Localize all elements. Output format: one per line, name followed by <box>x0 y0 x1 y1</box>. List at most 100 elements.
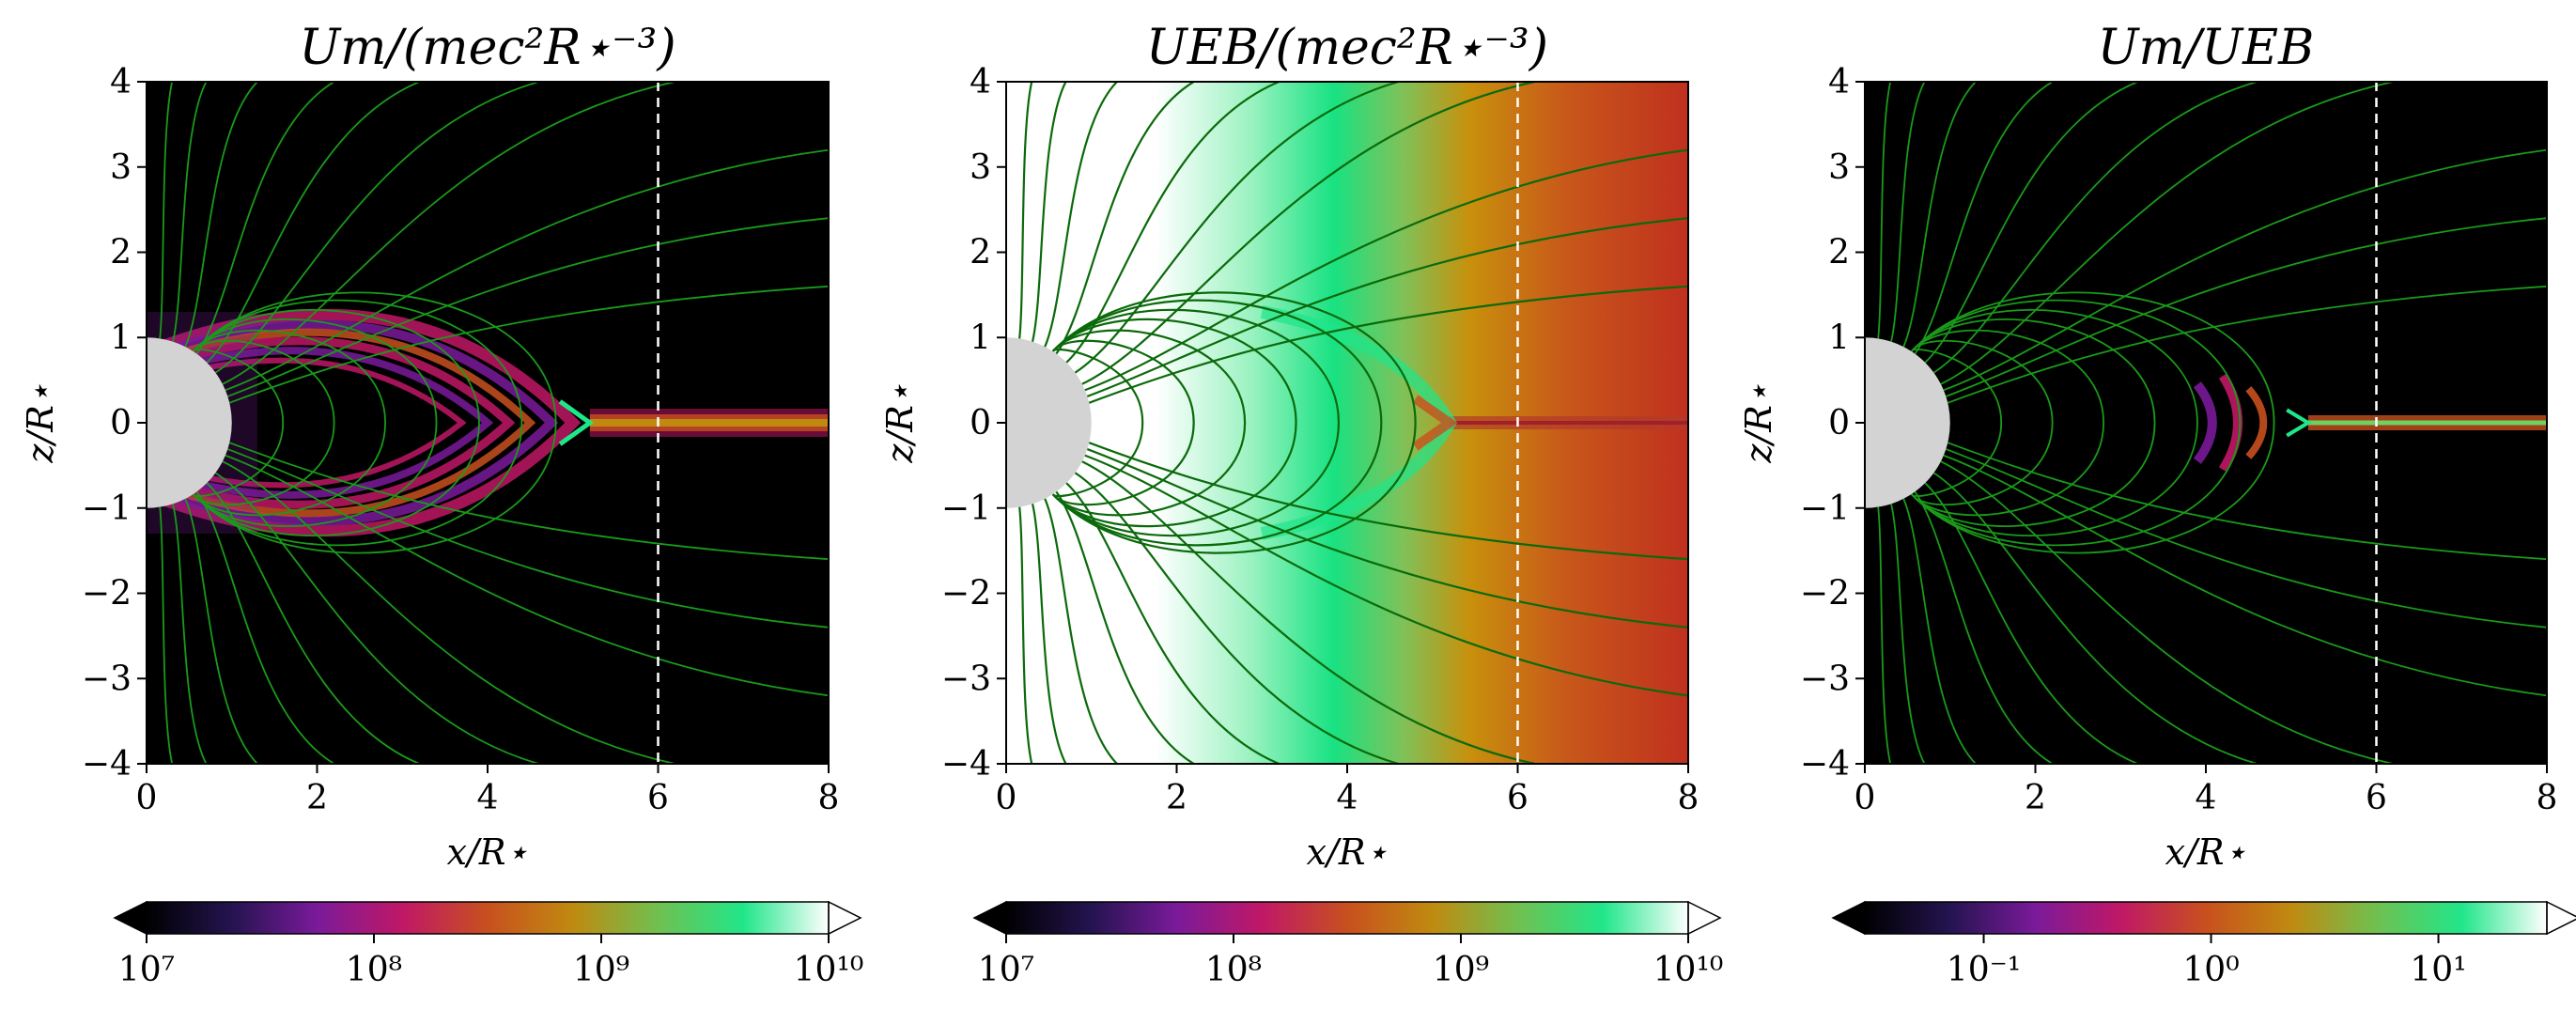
y-tick-label: 0 <box>110 404 132 442</box>
open-field-line <box>1940 82 2394 385</box>
colorbar: 10⁷ 10⁸ 10⁹ 10¹⁰ <box>972 900 1723 989</box>
closed-field-line <box>193 339 335 506</box>
panel-title: UEB/(mec²R⋆⁻³) <box>1146 20 1548 76</box>
y-tick-label: 4 <box>970 63 991 101</box>
open-field-line <box>1945 217 2547 397</box>
x-point <box>2286 408 2312 438</box>
y-tick-label: 1 <box>970 318 991 357</box>
open-field-line <box>1902 498 1977 764</box>
x-tick-label: 6 <box>1507 779 1529 817</box>
x-tick-label: 6 <box>647 779 669 817</box>
open-field-line <box>1945 448 2547 629</box>
closed-field-line <box>1911 299 2242 547</box>
closed-field-line <box>1051 348 1144 498</box>
open-field-line <box>1086 217 1688 397</box>
colorbar-tick-label: 10⁹ <box>1433 951 1489 989</box>
colorbar-tick-label: 10⁰ <box>2182 951 2239 989</box>
open-field-line <box>1924 82 2138 364</box>
closed-field-line <box>1052 339 1195 506</box>
open-field-line <box>1924 482 2138 764</box>
open-field-line <box>1044 82 1118 348</box>
y-axis-label: z/R⋆ <box>879 382 921 463</box>
colorbar-tick-label: 10⁸ <box>1205 951 1262 989</box>
star <box>1865 337 1950 508</box>
open-field-line <box>214 82 539 374</box>
open-field-line <box>184 498 258 764</box>
y-tick-label: −4 <box>941 745 991 784</box>
closed-field-line <box>1911 308 2198 537</box>
open-field-line <box>214 472 539 764</box>
y-tick-label: −3 <box>82 660 132 698</box>
star <box>1006 337 1092 508</box>
x-tick-label: 0 <box>136 779 158 817</box>
closed-field-line <box>1911 349 2003 497</box>
open-field-line <box>1890 504 1926 764</box>
open-field-line <box>1081 82 1535 385</box>
y-tick-label: −4 <box>1800 745 1850 784</box>
open-field-line <box>1947 285 2547 404</box>
x-point <box>558 399 595 446</box>
x-tick-label: 2 <box>1166 779 1187 817</box>
open-field-line <box>1902 82 1977 348</box>
x-tick-label: 8 <box>818 779 840 817</box>
open-field-line <box>206 82 420 364</box>
open-field-line <box>1890 82 1926 342</box>
y-tick-label: 3 <box>110 148 132 187</box>
open-field-line <box>1031 82 1067 342</box>
colorbar-frame <box>1864 901 2548 935</box>
emission-arc <box>2218 373 2242 473</box>
closed-field-line <box>1052 318 1297 528</box>
y-tick-label: 0 <box>970 404 991 442</box>
open-field-line <box>1947 442 2547 561</box>
open-field-line <box>172 504 208 764</box>
closed-field-line <box>193 291 557 554</box>
open-field-line <box>1940 460 2394 764</box>
colorbar-frame <box>146 901 830 935</box>
closed-field-line <box>1911 318 2156 527</box>
colorbar-extend-high <box>828 900 862 936</box>
panel-2: 0 2 4 6 8 −4 −3 −2 −1 0 1 2 3 4 UEB/(mec²R⋆⁻³) x/R⋆ z/R⋆… <box>879 20 1723 989</box>
colorbar: 10⁻¹ 10⁰ 10¹ <box>1831 900 2576 989</box>
star <box>147 337 232 508</box>
x-tick-label: 6 <box>2366 779 2387 817</box>
colorbar-tick-label: 10⁷ <box>978 951 1034 989</box>
panel-title: Um/UEB <box>2098 20 2315 76</box>
colorbar: 10⁷ 10⁸ 10⁹ 10¹⁰ <box>113 900 864 989</box>
closed-field-line <box>193 318 438 527</box>
x-axis-label: x/R⋆ <box>2165 831 2247 873</box>
plot-area <box>1865 82 2547 764</box>
open-field-line <box>1018 82 1033 339</box>
y-tick-label: −4 <box>82 745 132 784</box>
emission-arc <box>162 347 494 499</box>
open-field-line <box>226 217 829 397</box>
open-field-line <box>226 448 829 629</box>
y-tick-label: 0 <box>1828 404 1850 442</box>
y-tick-label: 3 <box>1828 148 1850 187</box>
open-field-line <box>1084 148 1688 392</box>
open-field-line <box>1065 82 1280 364</box>
open-field-line <box>1932 82 2258 374</box>
x-tick-label: 2 <box>2025 779 2046 817</box>
colorbar-frame <box>1005 901 1689 935</box>
y-tick-label: 3 <box>970 148 991 187</box>
open-field-line <box>1055 490 1195 764</box>
emission-arc <box>162 319 559 526</box>
panel-title: Um/(mec²R⋆⁻³) <box>299 20 675 76</box>
closed-field-line <box>1911 339 2054 506</box>
y-tick-label: 4 <box>110 63 132 101</box>
open-field-line <box>228 442 829 561</box>
colorbar-tick-label: 10⁻¹ <box>1947 951 2021 989</box>
open-field-line <box>184 82 258 348</box>
open-field-line <box>222 460 675 764</box>
colorbar-tick-label: 10¹⁰ <box>794 951 864 989</box>
colorbar-tick-label: 10⁷ <box>118 951 175 989</box>
x-axis-label: x/R⋆ <box>1307 831 1389 873</box>
x-tick-label: 4 <box>2196 779 2217 817</box>
open-field-line <box>1084 454 1688 697</box>
y-tick-label: −2 <box>82 575 132 613</box>
x-tick-label: 8 <box>1678 779 1699 817</box>
closed-field-line <box>193 308 480 537</box>
plot-area <box>1006 82 1688 764</box>
